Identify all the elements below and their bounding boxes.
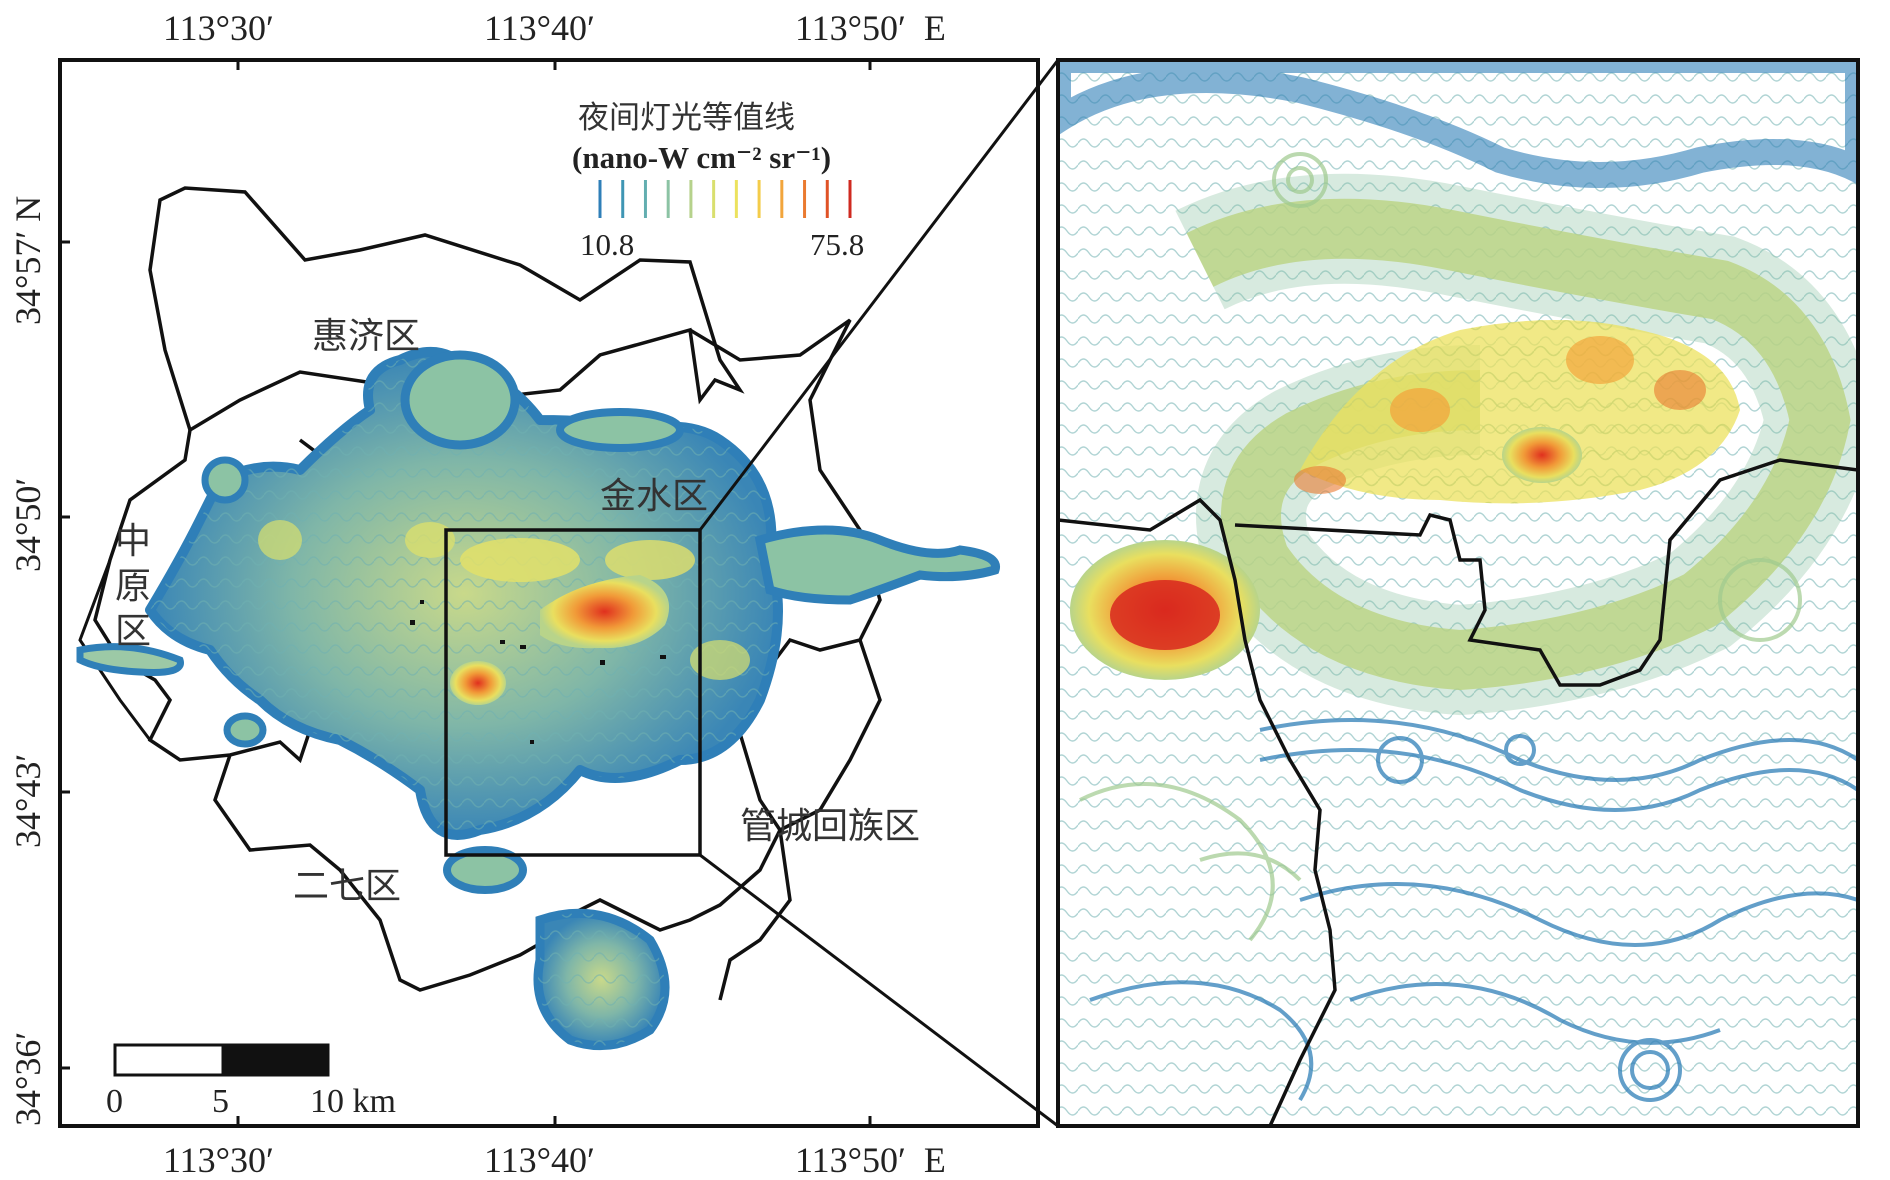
label-zhongyuan-1: 中: [115, 521, 151, 562]
district-boundary-erqi: [213, 688, 783, 992]
inset-map-frame: [1056, 58, 1860, 1128]
legend-min: 10.8: [580, 227, 634, 262]
lon-bottom-2: 113°40′: [484, 1140, 595, 1180]
district-boundary-guancheng: [718, 639, 882, 1001]
lat-3: 34°43′: [8, 754, 48, 848]
lon-top-2: 113°40′: [484, 8, 595, 48]
legend-title: 夜间灯光等值线: [578, 100, 795, 136]
legend: 夜间灯光等值线 (nano-W cm⁻² sr⁻¹) 10.8 75.8: [572, 100, 864, 262]
scale-label-5: 5: [212, 1083, 229, 1120]
scale-label-10: 10 km: [310, 1083, 396, 1120]
label-zhongyuan-2: 原: [115, 566, 151, 607]
label-huiji: 惠济区: [312, 316, 420, 357]
zoom-connector-bottom: [699, 853, 1059, 1128]
legend-unit: (nano-W cm⁻² sr⁻¹): [572, 140, 831, 175]
zoom-extent-box: [444, 528, 702, 857]
label-zhongyuan-3: 区: [115, 611, 151, 652]
inset-map: [1058, 60, 1858, 1126]
lat-2: 34°50′: [8, 478, 48, 572]
night-light-contours: [76, 347, 1000, 1051]
lon-bottom-3: 113°50′ E: [795, 1140, 946, 1180]
legend-color-ramp: [598, 180, 852, 218]
axis-ticks: [60, 60, 872, 1126]
scale-bar: 0 5 10 km: [106, 1043, 396, 1120]
scale-label-0: 0: [106, 1083, 123, 1120]
lon-top-3: 113°50′ E: [795, 8, 946, 48]
lat-4: 34°36′: [8, 1032, 48, 1126]
legend-max: 75.8: [810, 227, 864, 262]
lon-top-1: 113°30′: [163, 8, 274, 48]
lat-1: 34°57′ N: [8, 196, 48, 325]
main-map-content: 惠济区 金水区 中 原 区 二七区 管城回族区 夜间灯光等值线 (nano-W …: [76, 100, 1000, 1120]
lon-bottom-1: 113°30′: [163, 1140, 274, 1180]
zoom-connector-top: [698, 59, 1060, 531]
label-guancheng: 管城回族区: [740, 806, 920, 847]
label-erqi: 二七区: [293, 866, 401, 907]
inset-boundary-1: [1058, 497, 1337, 1126]
district-boundary-huiji: [148, 186, 745, 433]
inset-boundary-2: [1234, 458, 1858, 687]
label-jinshui: 金水区: [600, 476, 708, 517]
